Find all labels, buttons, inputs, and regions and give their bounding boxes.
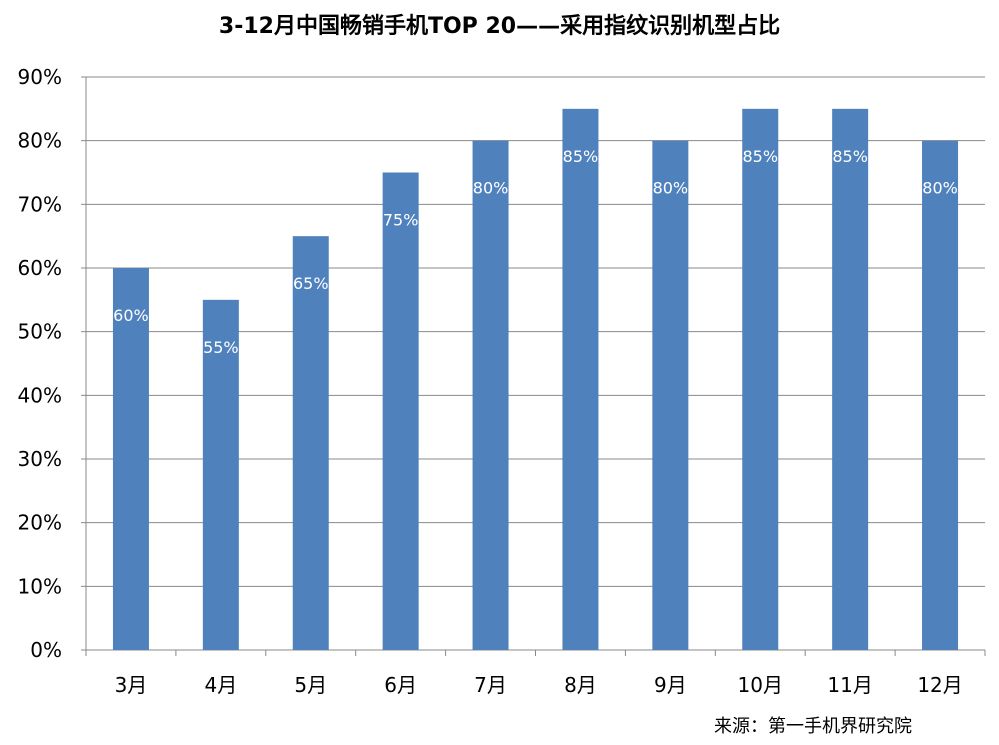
x-tick-label: 5月 <box>294 673 327 697</box>
bar <box>742 108 779 651</box>
data-label: 65% <box>293 274 329 293</box>
x-tick-label: 9月 <box>654 673 687 697</box>
y-tick-label: 10% <box>18 574 62 598</box>
bars <box>112 108 959 651</box>
bar <box>832 108 869 651</box>
data-label: 85% <box>742 147 778 166</box>
x-tick-labels: 3月 4月 5月 6月 7月 8月 9月 10月 11月 12月 <box>115 673 963 697</box>
y-tick-label: 90% <box>18 65 62 89</box>
bar <box>922 140 959 650</box>
bar <box>112 268 149 650</box>
source-note: 来源：第一手机界研究院 <box>714 716 912 737</box>
data-label: 80% <box>922 179 958 198</box>
y-tick-label: 80% <box>18 129 62 153</box>
bar <box>382 172 419 650</box>
data-labels: 60% 55% 65% 75% 80% 85% 80% 85% 85% 80% <box>113 147 958 357</box>
data-label: 55% <box>203 338 239 357</box>
data-label: 80% <box>473 179 509 198</box>
x-tick-label: 8月 <box>564 673 597 697</box>
y-tick-labels: 0% 10% 20% 30% 40% 50% 60% 70% 80% 90% <box>18 65 62 662</box>
chart-title: 3-12月中国畅销手机TOP 20——采用指纹识别机型占比 <box>218 14 781 39</box>
bar <box>562 108 599 651</box>
data-label: 75% <box>383 211 419 230</box>
y-tick-label: 0% <box>30 638 62 662</box>
x-tick-label: 12月 <box>917 673 962 697</box>
bar <box>292 236 329 650</box>
y-tick-label: 60% <box>18 256 62 280</box>
bar <box>652 140 689 650</box>
y-tick-label: 30% <box>18 447 62 471</box>
x-tick-label: 3月 <box>115 673 148 697</box>
y-tick-label: 20% <box>18 511 62 535</box>
y-tick-label: 50% <box>18 320 62 344</box>
data-label: 80% <box>653 179 689 198</box>
data-label: 85% <box>563 147 599 166</box>
y-tick-label: 70% <box>18 192 62 216</box>
x-tick-label: 10月 <box>738 673 783 697</box>
data-label: 60% <box>113 306 149 325</box>
x-tick-label: 11月 <box>827 673 872 697</box>
data-label: 85% <box>832 147 868 166</box>
y-tick-label: 40% <box>18 383 62 407</box>
x-tick-label: 4月 <box>204 673 237 697</box>
x-tick-label: 6月 <box>384 673 417 697</box>
x-tick-label: 7月 <box>474 673 507 697</box>
bar <box>472 140 509 650</box>
bar <box>202 299 239 650</box>
